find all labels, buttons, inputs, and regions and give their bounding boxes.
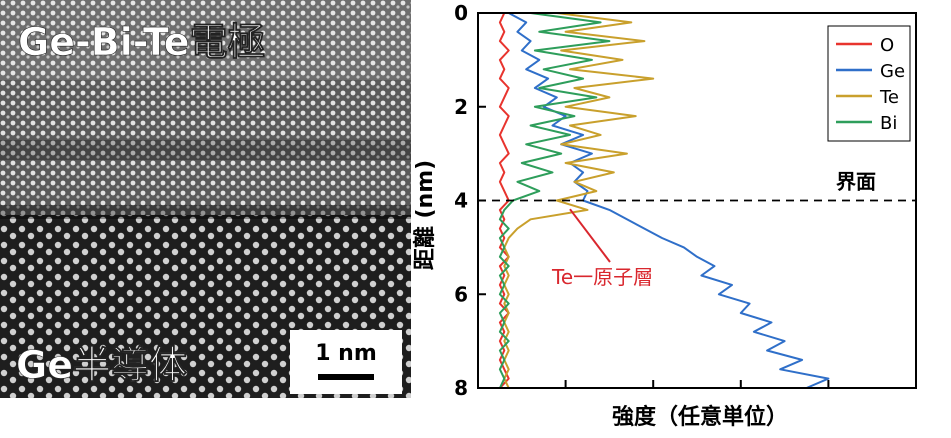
electrode-layer xyxy=(0,0,411,215)
y-tick-label: 2 xyxy=(454,95,468,119)
scale-bar-line xyxy=(318,374,374,380)
legend-label-te: Te xyxy=(879,87,899,108)
scale-bar-label: 1 nm xyxy=(315,341,377,366)
legend-label-ge: Ge xyxy=(880,61,905,82)
te-layer-label: Te一原子層 xyxy=(551,265,653,289)
legend: O Ge Te Bi xyxy=(827,25,911,142)
stem-image: Ge-Bi-Te電極 Ge半導体 1 nm xyxy=(0,0,411,398)
legend-label-o: O xyxy=(880,35,894,56)
y-tick-label: 0 xyxy=(454,1,468,25)
interface-label: 界面 xyxy=(836,170,876,194)
electrode-label: Ge-Bi-Te電極 xyxy=(18,20,266,64)
x-axis-title: 強度（任意単位） xyxy=(612,404,788,430)
series-line-te xyxy=(503,12,655,389)
y-axis-title: 距離 (nm) xyxy=(412,160,438,270)
scale-bar: 1 nm xyxy=(290,330,402,394)
te-layer-pointer xyxy=(569,208,611,263)
y-tick-label: 4 xyxy=(454,189,468,213)
y-tick-label: 8 xyxy=(454,376,468,400)
semiconductor-label: Ge半導体 xyxy=(16,343,187,387)
y-tick-label: 6 xyxy=(454,282,468,306)
legend-label-bi: Bi xyxy=(880,113,897,134)
